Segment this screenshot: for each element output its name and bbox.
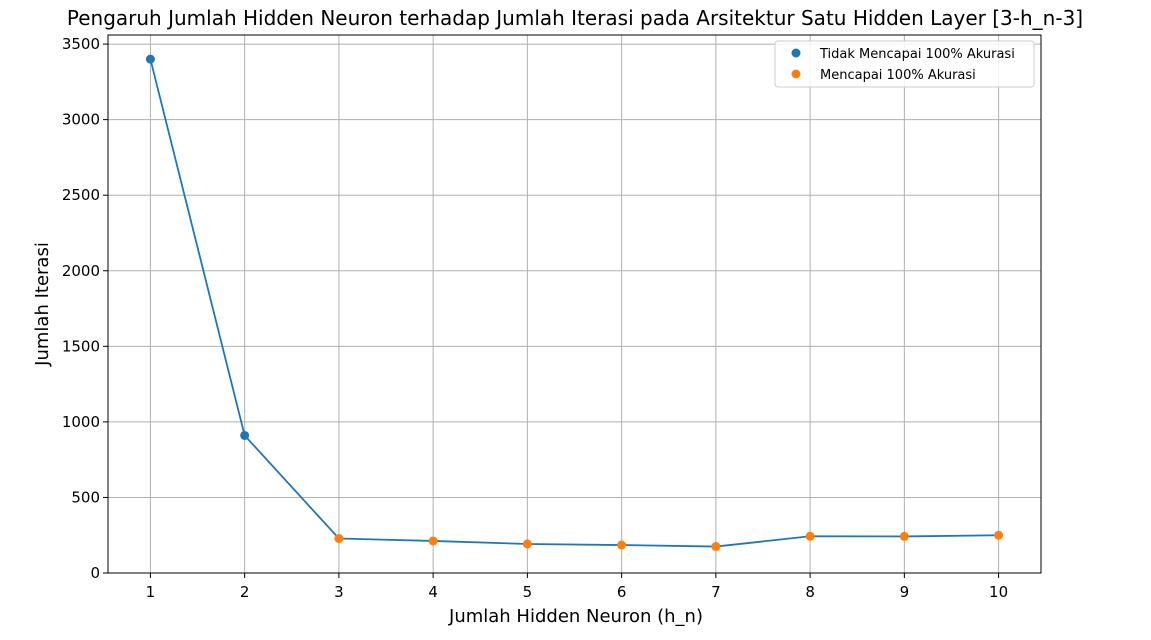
data-point (522, 539, 532, 549)
legend-marker (791, 48, 801, 58)
x-tick-label: 3 (334, 583, 344, 601)
legend-label: Mencapai 100% Akurasi (820, 68, 976, 83)
y-tick-label: 1000 (62, 413, 100, 431)
legend: Tidak Mencapai 100% Akurasi Mencapai 100%… (774, 40, 1035, 88)
x-tick-label: 6 (617, 583, 627, 601)
y-axis-label: Jumlah Iterasi (32, 242, 53, 367)
x-tick-label: 4 (428, 583, 438, 601)
data-point (145, 54, 155, 64)
data-point (711, 542, 721, 552)
y-tick-label: 3000 (62, 111, 100, 129)
x-tick-label: 7 (711, 583, 721, 601)
data-point (617, 540, 627, 550)
y-tick-label: 0 (90, 564, 100, 582)
chart-title: Pengaruh Jumlah Hidden Neuron terhadap J… (67, 6, 1083, 30)
plot-frame (107, 34, 1042, 574)
x-tick-label: 5 (523, 583, 533, 601)
x-tick-label: 9 (900, 583, 910, 601)
legend-label: Tidak Mencapai 100% Akurasi (819, 47, 1015, 62)
data-point (994, 530, 1004, 540)
data-point (334, 534, 344, 544)
data-point (899, 531, 909, 541)
grid (108, 35, 1041, 574)
x-tick-label: 8 (805, 583, 815, 601)
y-tick-label: 500 (71, 488, 100, 506)
x-tick-label: 1 (146, 583, 156, 601)
legend-marker (791, 69, 801, 79)
plot-area (145, 54, 1004, 552)
data-point (805, 531, 815, 541)
y-tick-label: 2500 (62, 186, 100, 204)
x-axis-label: Jumlah Hidden Neuron (h_n) (448, 606, 703, 627)
series-line (149, 58, 999, 548)
legend-box (774, 40, 1035, 88)
data-point (240, 430, 250, 440)
axis-ticks: 1 2 3 4 5 6 7 8 9 10 0 500 1000 1500 2000 2500 3000 3500 (62, 35, 1008, 601)
x-tick-label: 2 (240, 583, 250, 601)
data-point (428, 536, 438, 546)
x-tick-label: 10 (989, 583, 1008, 601)
y-tick-label: 2000 (62, 262, 100, 280)
y-tick-label: 1500 (62, 337, 100, 355)
y-tick-label: 3500 (62, 35, 100, 53)
